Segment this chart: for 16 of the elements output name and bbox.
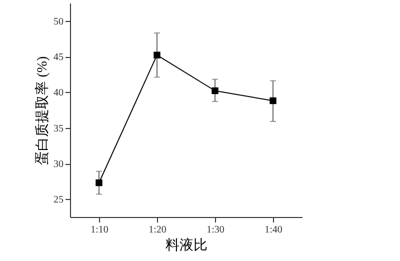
y-axis-title: 蛋白质提取率 (%) [34,56,50,165]
x-tick-label: 1:20 [148,224,166,236]
y-tick-label: 35 [54,123,64,134]
point [154,52,160,58]
point [96,179,102,186]
y-tick-label: 25 [54,194,64,206]
y-tick-label: 45 [54,52,64,63]
point [212,87,218,94]
y-tick-label: 30 [54,159,64,170]
x-tick-label: 1:40 [264,224,282,236]
y-tick-label: 50 [54,16,64,28]
x-axis-title: 料液比 [166,238,208,254]
point [270,97,276,104]
x-tick-label: 1:10 [90,224,108,236]
y-tick-label: 40 [54,88,64,99]
x-tick-label: 1:30 [206,224,224,236]
